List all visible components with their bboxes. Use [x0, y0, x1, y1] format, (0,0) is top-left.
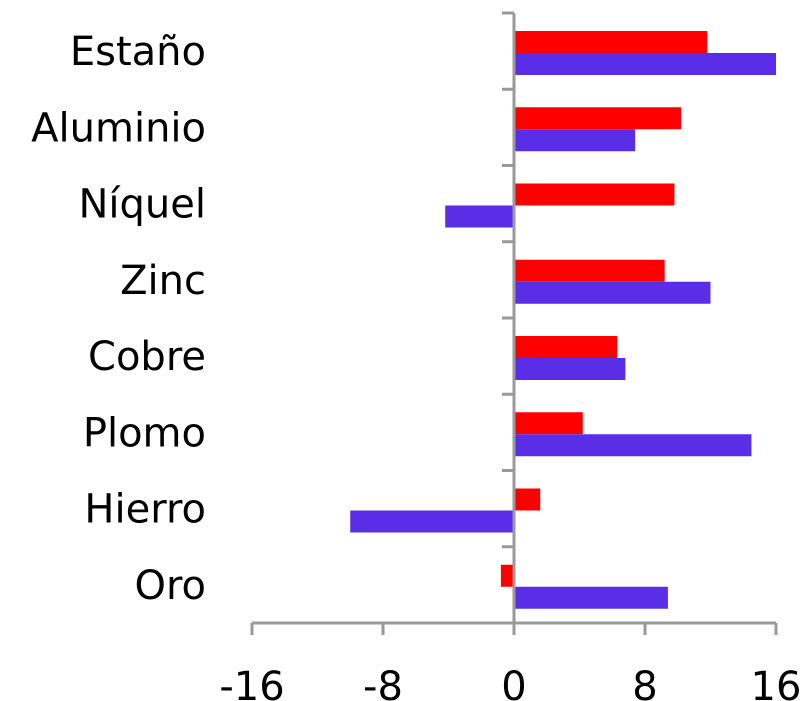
category-label: Hierro	[84, 487, 206, 533]
x-tick-label: -8	[363, 664, 403, 701]
x-tick-labels: -16 -8 0 8 16	[219, 664, 801, 701]
bar-2-níquel	[445, 205, 514, 228]
bar-2-cobre	[514, 358, 626, 380]
bar-2-estaño	[514, 53, 776, 75]
bars-group	[350, 31, 776, 609]
axes-group	[250, 11, 778, 635]
x-tick-label: 0	[501, 664, 526, 701]
x-tick-label: 8	[632, 664, 657, 701]
category-label: Oro	[134, 563, 206, 609]
bar-1-aluminio	[514, 107, 682, 130]
x-tick-label: -16	[219, 664, 284, 701]
bar-1-plomo	[514, 412, 583, 435]
bar-2-aluminio	[514, 129, 636, 152]
category-label: Níquel	[79, 182, 207, 228]
category-label: Estaño	[70, 29, 206, 75]
bar-2-hierro	[350, 510, 514, 533]
bar-1-hierro	[514, 488, 541, 511]
x-tick-label: 16	[751, 664, 802, 701]
category-label: Plomo	[83, 410, 206, 456]
bar-1-oro	[500, 564, 514, 587]
category-labels: Estaño Aluminio Níquel Zinc Cobre Plomo Hierro…	[31, 29, 206, 609]
bar-1-níquel	[514, 183, 675, 206]
bar-1-estaño	[514, 31, 708, 53]
bar-2-oro	[514, 586, 668, 609]
bar-1-zinc	[514, 259, 665, 282]
bar-2-zinc	[514, 281, 711, 304]
category-label: Cobre	[88, 334, 206, 380]
bar-1-cobre	[514, 336, 618, 358]
bar-2-plomo	[514, 434, 752, 457]
category-label: Zinc	[120, 258, 206, 304]
category-label: Aluminio	[31, 105, 206, 151]
